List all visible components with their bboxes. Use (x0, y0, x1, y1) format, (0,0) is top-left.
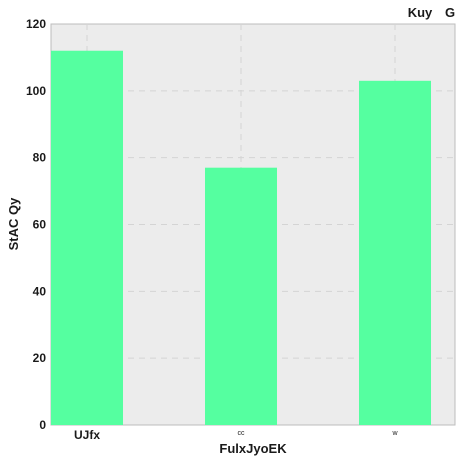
y-tick-label: 40 (33, 284, 47, 298)
x-tick-labels: UJfx cc w (74, 428, 398, 442)
y-tick-label: 80 (33, 151, 47, 165)
y-tick-label: 20 (33, 351, 47, 365)
y-tick-label: 60 (33, 218, 47, 232)
bars (51, 50, 431, 426)
x-tick-label: w (391, 430, 398, 437)
bar (359, 80, 431, 425)
bar (51, 50, 123, 425)
y-tick-label: 100 (26, 84, 46, 98)
y-tick-label: 120 (26, 17, 46, 31)
x-tick-label: cc (238, 430, 246, 437)
bar (205, 167, 277, 426)
y-tick-label: 0 (39, 418, 46, 432)
x-axis-label: FulxJyoEK (219, 441, 287, 456)
x-tick-label: UJfx (74, 428, 100, 442)
top-right-label: Kuy (408, 5, 433, 20)
y-axis-label: StAC Qy (6, 197, 21, 251)
y-tick-labels: 0 20 40 60 80 100 120 (26, 17, 46, 432)
top-right-label-2: G (445, 5, 455, 20)
